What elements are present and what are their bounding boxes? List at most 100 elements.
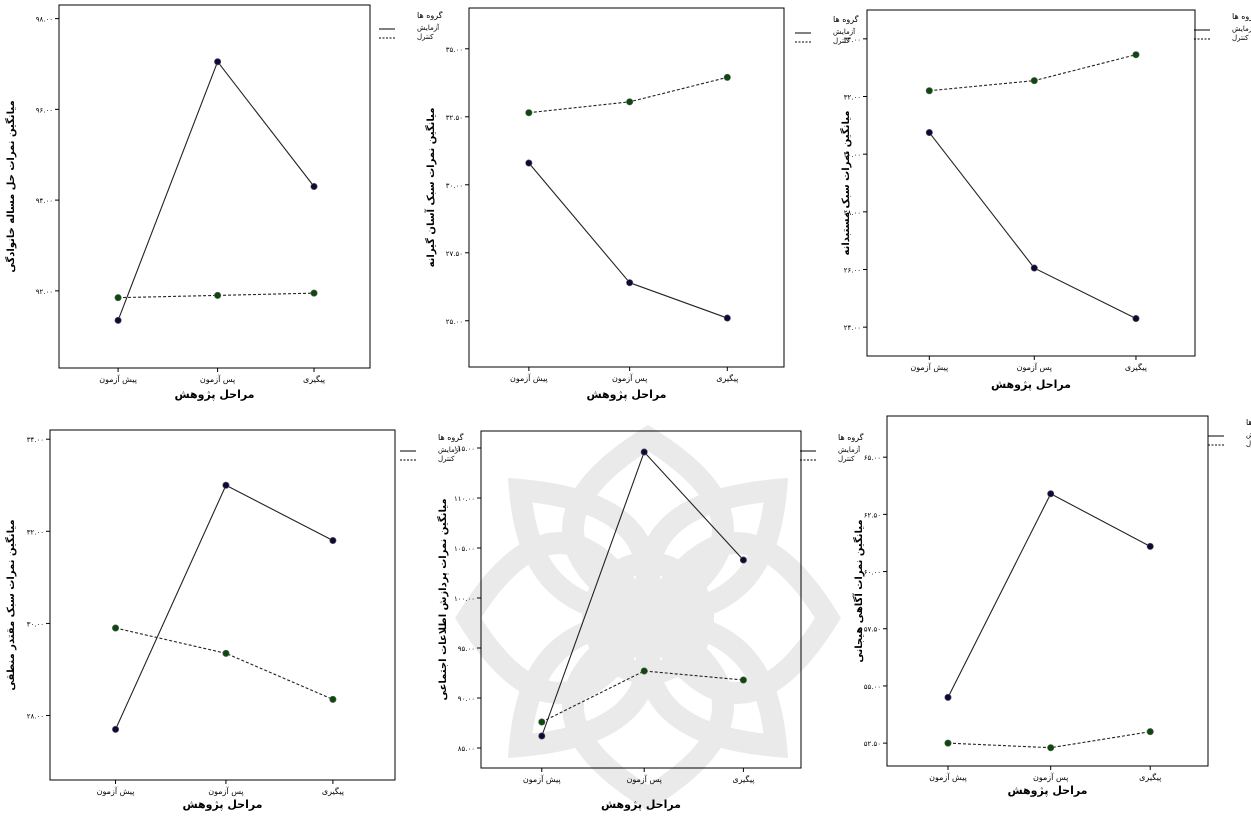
data-point — [1030, 264, 1038, 272]
y-tick-label: ۶۰.۰۰ — [864, 569, 881, 577]
x-axis-label: مراحل پژوهش — [587, 388, 667, 401]
data-point — [640, 667, 648, 675]
x-tick-label: پس آزمون — [1017, 362, 1052, 372]
plot-frame — [58, 4, 371, 369]
data-point — [626, 279, 634, 287]
y-tick-label: ۱۰۰.۰۰ — [454, 595, 475, 603]
y-tick-label: ۳۰.۰۰ — [844, 151, 861, 159]
x-tick-label: پس آزمون — [208, 786, 243, 796]
data-point — [310, 183, 318, 191]
plot-frame — [468, 7, 785, 368]
plot-frame — [866, 9, 1196, 357]
data-point — [925, 129, 933, 137]
data-point — [538, 718, 546, 726]
data-point — [112, 725, 120, 733]
plot-frame — [886, 415, 1209, 767]
legend-label-control: کنترل — [417, 33, 434, 41]
y-tick-label: ۲۸.۰۰ — [27, 713, 44, 721]
data-point — [329, 537, 337, 545]
data-point — [214, 291, 222, 299]
series-line-control — [541, 670, 744, 723]
y-tick-label: ۲۸.۰۰ — [844, 209, 861, 217]
data-point — [626, 98, 634, 106]
plot-frame — [49, 429, 396, 781]
x-tick-label: پس آزمون — [1033, 772, 1068, 782]
data-point — [1146, 542, 1154, 550]
y-tick-label: ۱۱۵.۰۰ — [454, 445, 475, 453]
plot-frame — [480, 430, 802, 769]
legend-label-control: کنترل — [1232, 34, 1249, 42]
y-tick-label: ۳۰.۰۰ — [27, 620, 44, 628]
data-point — [1146, 728, 1154, 736]
x-tick-label: پیگیری — [303, 374, 325, 384]
data-point — [1132, 51, 1140, 59]
y-tick-label: ۶۲.۵۰ — [864, 511, 881, 519]
legend-label-control: کنترل — [833, 37, 850, 45]
legend-label-experiment: آزمایش — [1232, 24, 1251, 33]
data-point — [222, 649, 230, 657]
y-tick-label: ۳۲.۰۰ — [844, 94, 861, 102]
y-tick-label: ۳۴.۰۰ — [27, 436, 44, 444]
y-tick-label: ۵۷.۵۰ — [864, 626, 881, 634]
y-axis-label: میانگین نمرات آگاهی هیجانی — [852, 519, 865, 662]
data-point — [723, 314, 731, 322]
data-point — [525, 159, 533, 167]
x-tick-label: پیش آزمون — [99, 374, 137, 384]
y-tick-label: ۲۵.۰۰ — [446, 318, 463, 326]
x-tick-label: پیش آزمون — [910, 362, 948, 372]
y-tick-label: ۹۲.۰۰ — [36, 288, 53, 296]
y-axis-label: میانگین نمرات سبک مستبدانه — [839, 111, 852, 256]
y-tick-label: ۱۰۵.۰۰ — [454, 545, 475, 553]
series-line-experiment — [947, 493, 1151, 698]
data-point — [310, 289, 318, 297]
legend-label-control: کنترل — [1246, 440, 1251, 448]
x-tick-label: پیگیری — [1139, 772, 1161, 782]
legend-label-experiment: آزمایش — [1246, 430, 1251, 439]
data-point — [525, 109, 533, 117]
y-tick-label: ۳۲.۰۰ — [27, 528, 44, 536]
legend-label-control: کنترل — [838, 455, 855, 463]
x-tick-label: پیش آزمون — [510, 373, 548, 383]
data-point — [739, 676, 747, 684]
legend-title: گروه ها — [438, 432, 464, 442]
data-point — [925, 87, 933, 95]
legend-title: گروه ها — [833, 14, 859, 24]
y-tick-label: ۱۱۰.۰۰ — [454, 495, 475, 503]
y-tick-label: ۳۴.۰۰ — [844, 36, 861, 44]
y-tick-label: ۲۴.۰۰ — [844, 324, 861, 332]
series-line-control — [115, 627, 334, 700]
y-axis-label: میانگین نمرات سبک آسان گیرانه — [424, 108, 437, 268]
y-tick-label: ۵۲.۵۰ — [864, 740, 881, 748]
x-tick-label: پیگیری — [322, 786, 344, 796]
data-point — [214, 58, 222, 66]
data-point — [329, 695, 337, 703]
y-axis-label: میانگین نمرات پردازش اطلاعات اجتماعی — [436, 498, 449, 700]
x-tick-label: پس آزمون — [200, 374, 235, 384]
legend-title: گروه ها — [838, 432, 864, 442]
data-point — [222, 481, 230, 489]
legend-label-control: کنترل — [438, 455, 455, 463]
data-point — [944, 693, 952, 701]
x-axis-label: مراحل پژوهش — [1008, 784, 1088, 797]
x-axis-label: مراحل پژوهش — [991, 378, 1071, 391]
y-tick-label: ۳۵.۰۰ — [446, 46, 463, 54]
legend-title: گروه ها — [1246, 417, 1251, 427]
y-tick-label: ۹۰.۰۰ — [458, 695, 475, 703]
data-point — [944, 739, 952, 747]
data-point — [640, 448, 648, 456]
x-axis-label: مراحل پژوهش — [601, 798, 681, 811]
data-point — [739, 556, 747, 564]
data-point — [114, 294, 122, 302]
legend-label-experiment: آزمایش — [438, 445, 461, 454]
legend-label-experiment: آزمایش — [417, 23, 440, 32]
x-axis-label: مراحل پژوهش — [175, 388, 255, 401]
y-axis-label: میانگین نمرات حل مساله خانوادگی — [4, 100, 17, 272]
y-tick-label: ۸۵.۰۰ — [458, 745, 475, 753]
